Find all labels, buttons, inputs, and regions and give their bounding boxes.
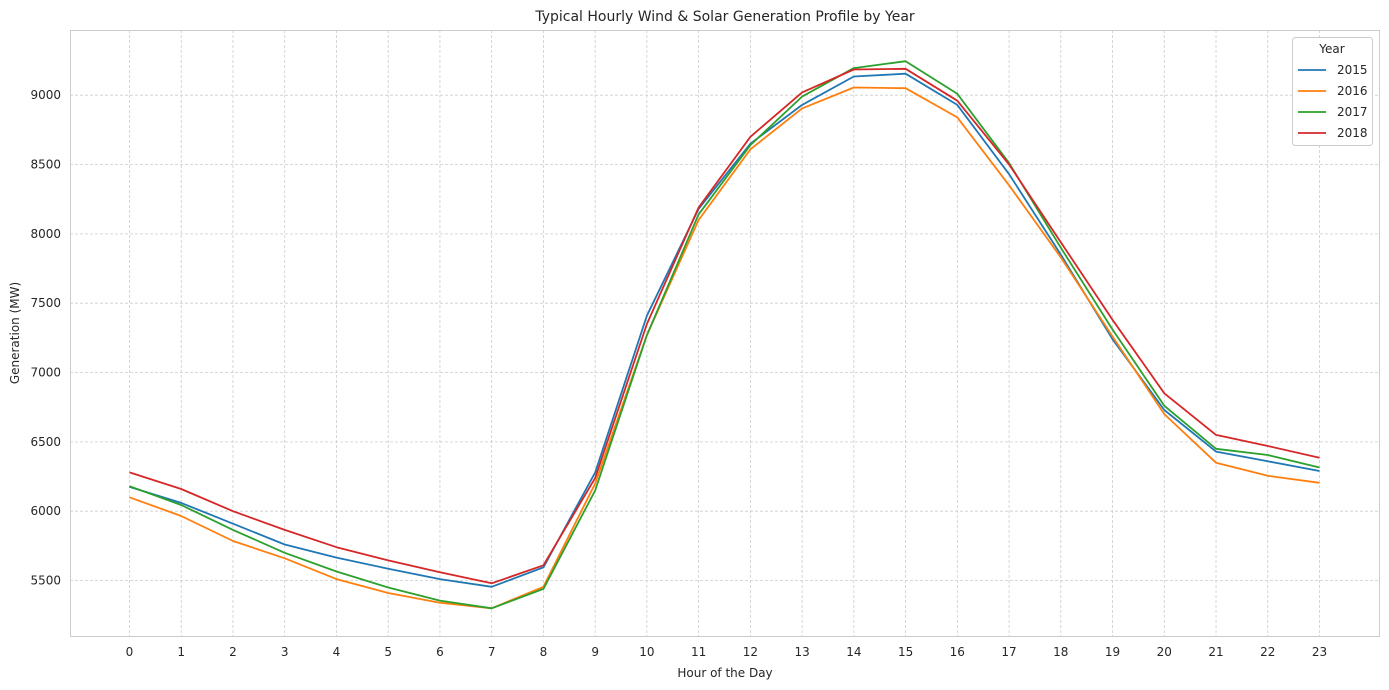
series-line-2018	[129, 67, 1320, 585]
y-tick-label: 9000	[30, 88, 61, 102]
legend-box	[1292, 37, 1373, 146]
x-axis-label: Hour of the Day	[677, 666, 772, 680]
y-tick-label: 8500	[30, 158, 61, 172]
y-tick-label: 6500	[30, 435, 61, 449]
legend-title: Year	[1318, 42, 1344, 56]
y-tick-label: 8000	[30, 227, 61, 241]
x-tick-label: 15	[898, 645, 913, 659]
series-line-2017	[129, 60, 1320, 610]
x-tick-label: 21	[1208, 645, 1223, 659]
x-tick-label: 0	[126, 645, 134, 659]
grid	[70, 30, 1379, 636]
legend-label-2018: 2018	[1337, 126, 1368, 140]
x-tick-label: 8	[540, 645, 548, 659]
plot-area	[70, 30, 1380, 637]
legend-label-2016: 2016	[1337, 84, 1368, 98]
y-tick-label: 6000	[30, 504, 61, 518]
y-tick-label: 5500	[30, 574, 61, 588]
x-tick-label: 20	[1157, 645, 1172, 659]
x-tick-label: 3	[281, 645, 289, 659]
y-axis-ticks: 5500 6000 6500 7000 7500 8000 8500 9000	[30, 88, 61, 587]
x-tick-label: 6	[436, 645, 444, 659]
x-tick-label: 14	[846, 645, 861, 659]
chart-title: Typical Hourly Wind & Solar Generation P…	[534, 9, 915, 25]
x-tick-label: 19	[1105, 645, 1120, 659]
legend-items: 2015 2016 2017 2018	[1298, 63, 1368, 140]
series-line-2016	[129, 86, 1320, 610]
y-tick-label: 7500	[30, 296, 61, 310]
legend-label-2015: 2015	[1337, 63, 1368, 77]
series-line-2015	[129, 72, 1320, 588]
x-tick-label: 10	[639, 645, 654, 659]
x-tick-label: 23	[1312, 645, 1327, 659]
x-tick-label: 17	[1001, 645, 1016, 659]
x-tick-label: 18	[1053, 645, 1068, 659]
x-tick-label: 4	[333, 645, 341, 659]
legend: Year 2015 2016 2017 2018	[1292, 37, 1373, 146]
x-tick-label: 13	[794, 645, 809, 659]
x-tick-label: 11	[691, 645, 706, 659]
x-tick-label: 1	[177, 645, 185, 659]
legend-label-2017: 2017	[1337, 105, 1368, 119]
y-tick-label: 7000	[30, 366, 61, 380]
x-tick-label: 12	[743, 645, 758, 659]
x-tick-label: 5	[384, 645, 392, 659]
x-tick-label: 7	[488, 645, 496, 659]
x-tick-label: 22	[1260, 645, 1275, 659]
series-lines	[129, 60, 1320, 610]
x-axis-ticks: 0 1 2 3 4 5 6 7 8 9 10 11 12 13 14 15 16 17 18 19 20 21 22 23	[126, 645, 1327, 659]
x-tick-label: 16	[950, 645, 965, 659]
y-axis-label: Generation (MW)	[8, 282, 22, 384]
x-tick-label: 2	[229, 645, 237, 659]
x-tick-label: 9	[591, 645, 599, 659]
